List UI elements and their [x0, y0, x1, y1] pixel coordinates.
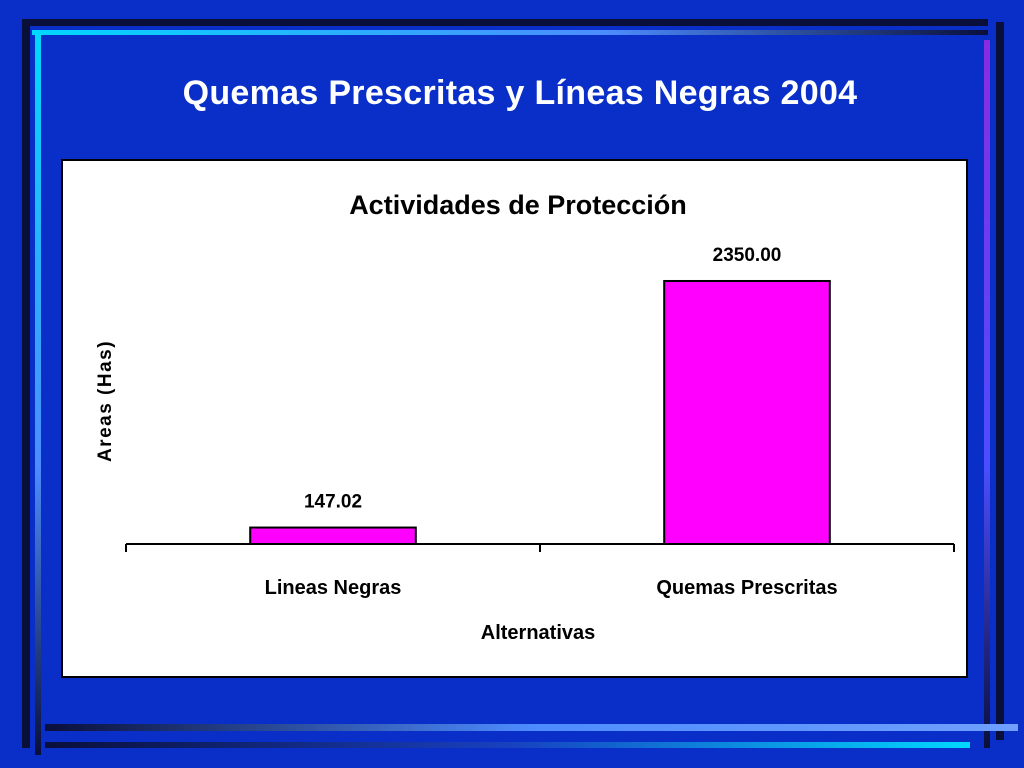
data-label-2: 2350.00: [713, 245, 782, 266]
chart-panel: Actividades de Protección Areas (Has) Al…: [61, 159, 968, 678]
frame-left-cyan-bar: [35, 35, 41, 755]
frame-bottom-dark-bar: [45, 742, 970, 748]
frame-top-cyan-bar: [32, 30, 988, 35]
x-tick-label-1: Lineas Negras: [265, 577, 402, 599]
plot-area: 147.02 Lineas Negras 2350.00 Quemas Prescri…: [125, 245, 955, 599]
data-label-1: 147.02: [304, 492, 362, 513]
slide-title: Quemas Prescritas y Líneas Negras 2004: [182, 74, 858, 112]
bar-1: [249, 526, 417, 546]
frame-left-dark-bar: [22, 26, 30, 748]
x-tick-label-2: Quemas Prescritas: [656, 577, 837, 599]
frame-right-purple-bar: [984, 40, 990, 748]
x-axis-label: Alternativas: [481, 622, 596, 644]
bar-chart: Actividades de Protección Areas (Has) Al…: [95, 190, 955, 644]
frame-bottom-blue-bar: [45, 724, 1018, 731]
frame-right-dark-bar: [996, 22, 1004, 740]
y-axis-label: Areas (Has): [95, 340, 116, 462]
chart-title: Actividades de Protección: [349, 190, 687, 220]
bar-2: [663, 279, 831, 545]
frame-top-dark-bar: [22, 19, 988, 26]
